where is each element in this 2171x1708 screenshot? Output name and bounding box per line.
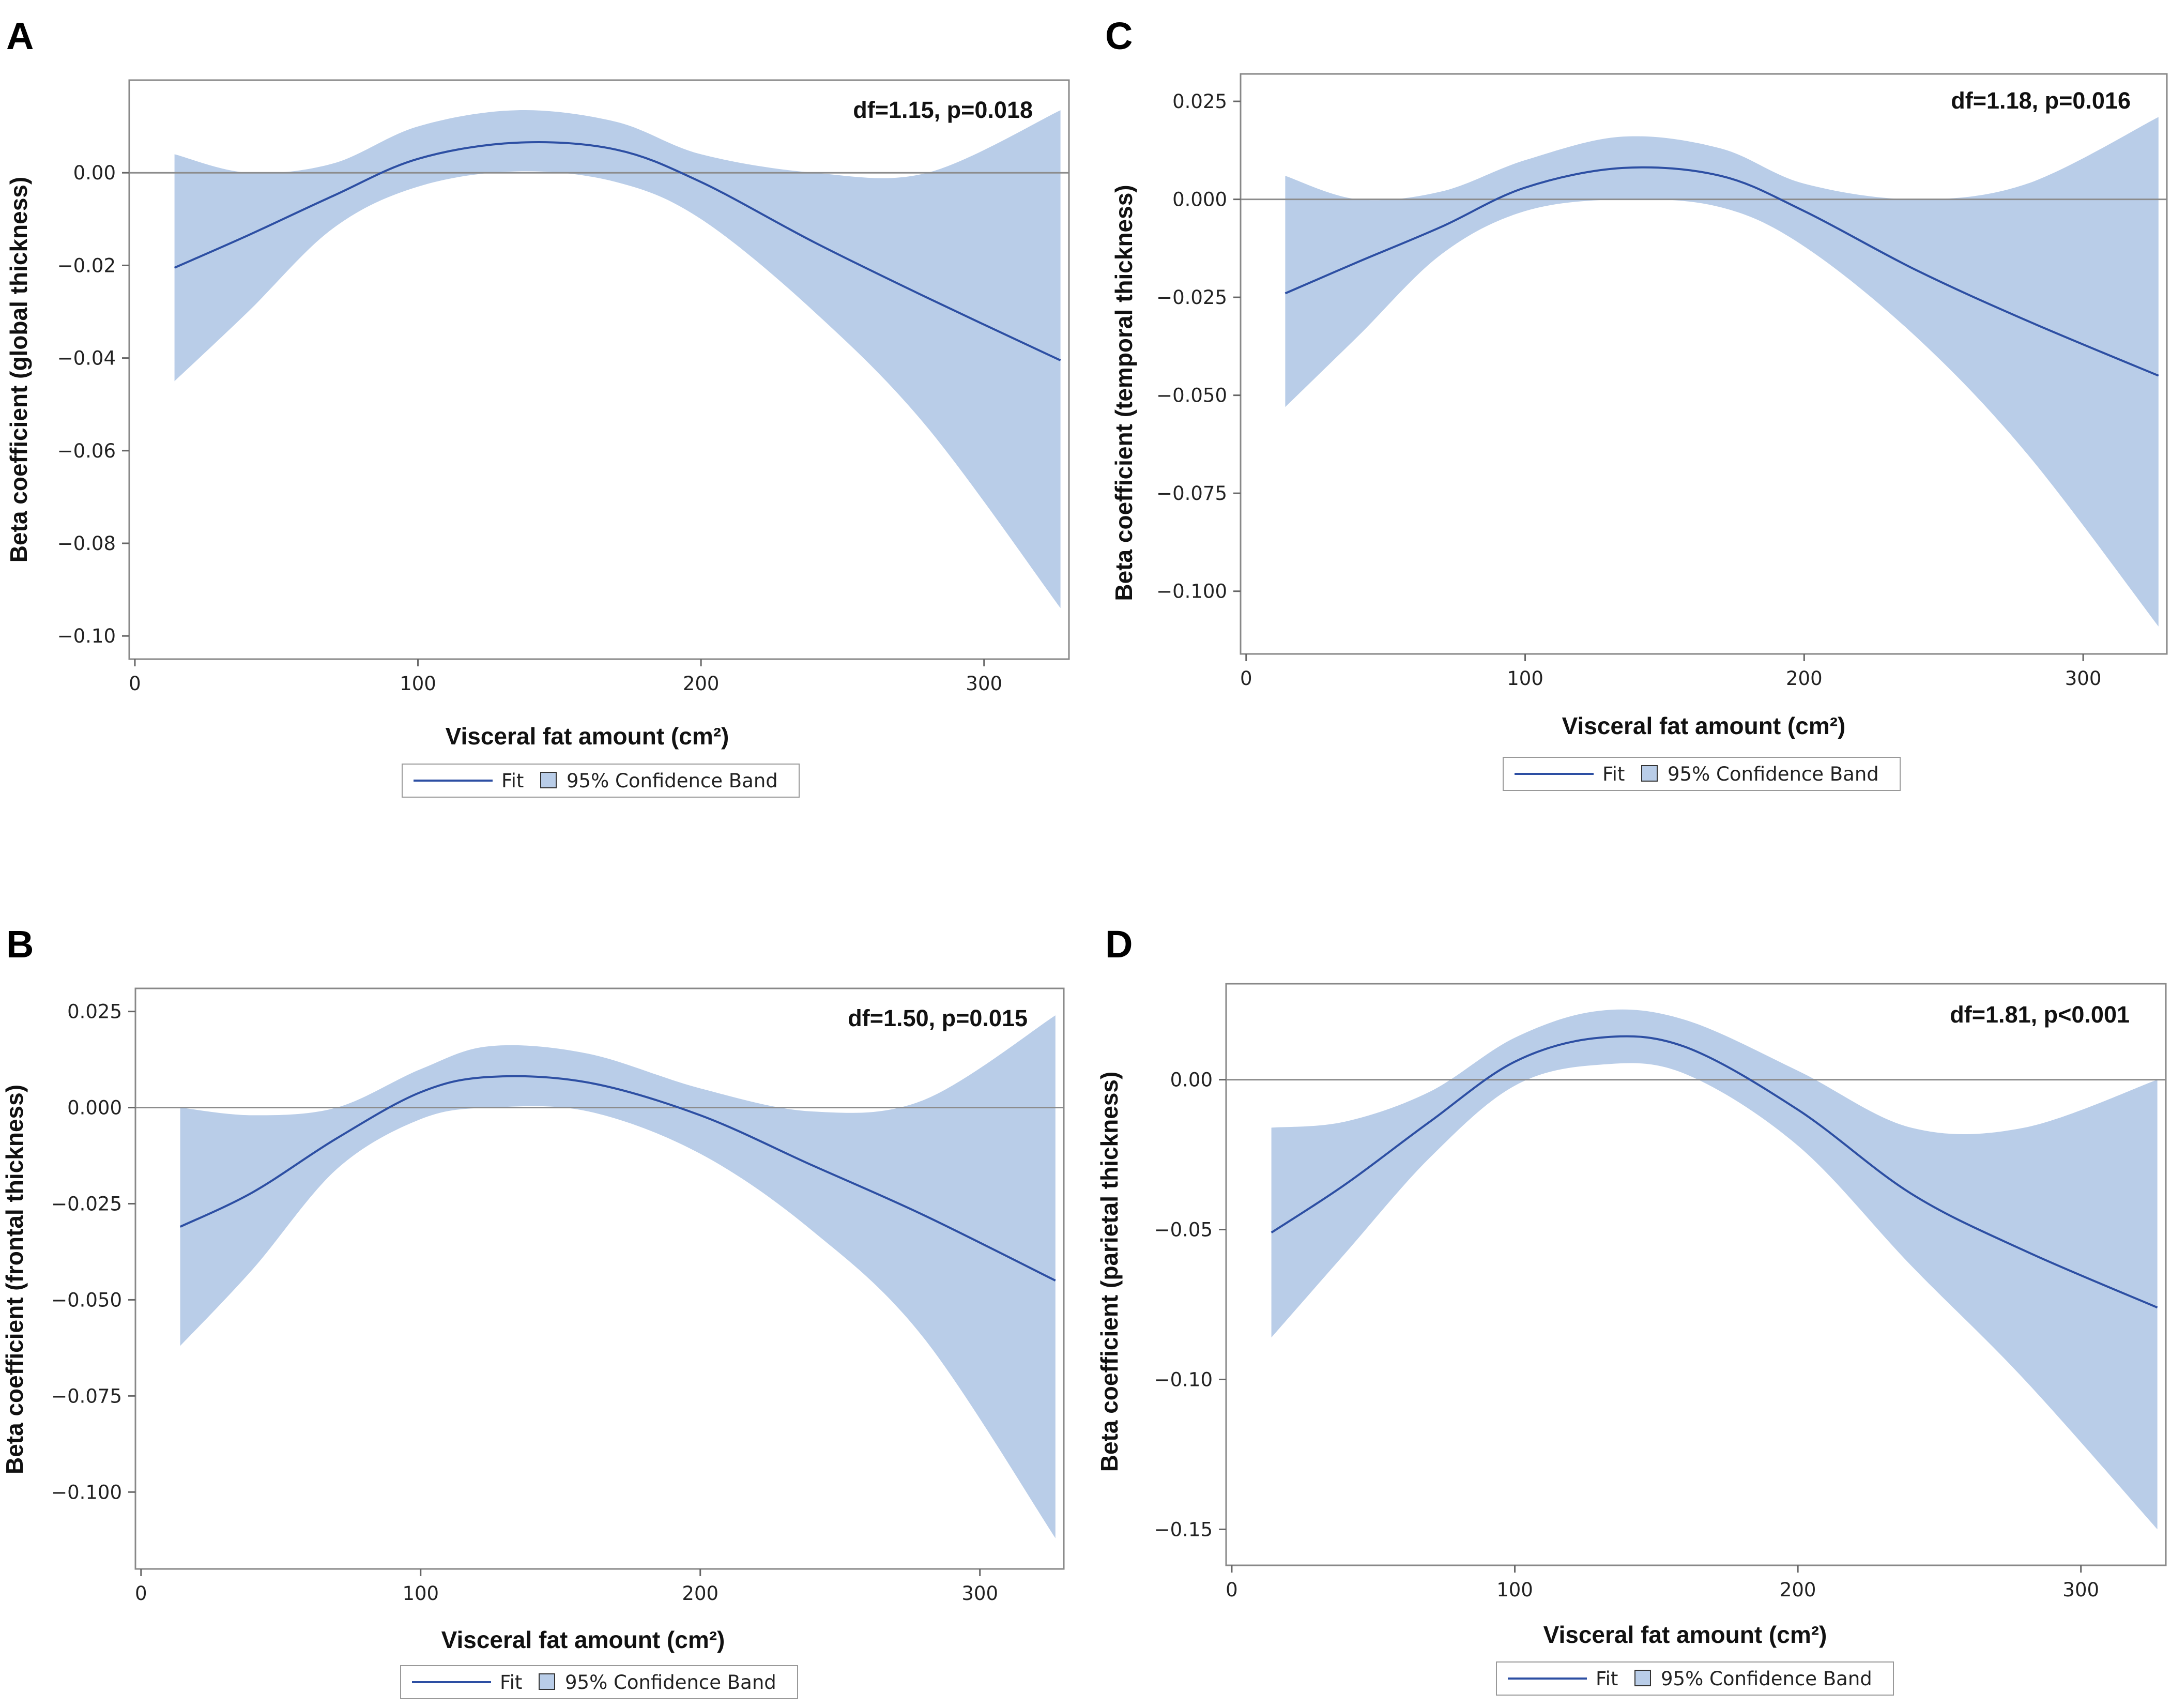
legend-d: Fit 95% Confidence Band <box>1496 1661 1894 1696</box>
x-tick-label-c: 100 <box>1507 667 1543 690</box>
x-tick-label-b: 300 <box>961 1582 998 1605</box>
fit-line-a <box>174 141 1061 361</box>
chart-panel-b: B 0.025 0.000 −0.025 −0.050 −0.075 −0.100 0 10… <box>0 910 1086 1708</box>
legend-band-swatch-d <box>1634 1670 1651 1686</box>
plot-frame-a <box>128 79 1070 660</box>
x-axis-title-a: Visceral fat amount (cm²) <box>446 723 729 750</box>
legend-fit-label-a: Fit <box>501 770 524 792</box>
y-tick-label-a: 0.00 <box>73 162 116 184</box>
chart-c-svg: C 0.025 0.000 −0.025 −0.050 −0.075 −0.100 0 10… <box>1105 14 2168 791</box>
legend-c: Fit 95% Confidence Band <box>1503 757 1901 791</box>
fit-line-c <box>1285 166 2159 377</box>
confidence-band-c <box>1285 117 2159 627</box>
y-tick-label-a: −0.10 <box>57 625 116 647</box>
annotation-d: df=1.81, p<0.001 <box>1950 1001 2130 1028</box>
plot-frame-b <box>134 987 1065 1570</box>
legend-band-label-d: 95% Confidence Band <box>1661 1668 1872 1690</box>
y-tick-label-d: −0.10 <box>1154 1368 1213 1391</box>
legend-band-label-a: 95% Confidence Band <box>567 770 778 792</box>
legend-band-swatch-a <box>540 772 557 788</box>
x-tick-label-b: 0 <box>135 1582 147 1605</box>
x-tick-label-d: 200 <box>1780 1579 1816 1601</box>
y-tick-label-a: −0.04 <box>57 347 116 370</box>
y-tick-label-b: −0.100 <box>51 1481 122 1503</box>
legend-fit-label-b: Fit <box>500 1671 522 1694</box>
panel-letter-b: B <box>6 923 34 966</box>
confidence-band-a <box>174 110 1061 608</box>
y-tick-label-c: 0.025 <box>1172 90 1227 113</box>
y-tick-label-c: 0.000 <box>1172 189 1227 211</box>
x-tick-label-b: 200 <box>682 1582 718 1605</box>
y-tick-label-d: 0.00 <box>1170 1069 1213 1091</box>
y-tick-label-b: 0.025 <box>67 1001 122 1023</box>
y-tick-label-b: −0.050 <box>51 1289 122 1311</box>
y-axis-title-a: Beta coefficient (global thickness) <box>5 177 32 562</box>
x-axis-title-b: Visceral fat amount (cm²) <box>441 1626 725 1653</box>
y-tick-label-a: −0.06 <box>57 440 116 462</box>
panel-letter-c: C <box>1105 14 1133 57</box>
chart-d-svg: D 0.00 −0.05 −0.10 −0.15 0 100 200 300 df=1.81… <box>1096 923 2167 1696</box>
x-tick-label-c: 300 <box>2065 667 2102 690</box>
panel-letter-d: D <box>1105 923 1133 966</box>
fit-line-b <box>179 1075 1056 1282</box>
chart-a-svg: A 0.00 −0.02 −0.04 −0.06 −0.08 −0.10 0 100 200 3… <box>5 14 1070 798</box>
legend-fit-label-c: Fit <box>1602 763 1625 785</box>
x-tick-label-a: 0 <box>129 673 141 695</box>
y-tick-label-a: −0.02 <box>57 254 116 277</box>
y-tick-label-c: −0.050 <box>1156 385 1227 407</box>
confidence-band-b <box>180 1015 1056 1538</box>
legend-band-swatch-c <box>1641 765 1658 782</box>
y-tick-label-d: −0.15 <box>1154 1518 1213 1541</box>
fit-line-d <box>1271 1035 2158 1309</box>
legend-band-label-c: 95% Confidence Band <box>1668 763 1879 785</box>
legend-b: Fit 95% Confidence Band <box>400 1665 798 1699</box>
x-axis-title-d: Visceral fat amount (cm²) <box>1543 1621 1827 1648</box>
x-axis-title-c: Visceral fat amount (cm²) <box>1562 712 1846 739</box>
plot-frame-c <box>1240 73 2168 655</box>
y-tick-label-a: −0.08 <box>57 532 116 555</box>
annotation-b: df=1.50, p=0.015 <box>848 1005 1028 1031</box>
y-tick-label-b: −0.025 <box>51 1193 122 1215</box>
y-axis-title-c: Beta coefficient (temporal thickness) <box>1110 185 1137 601</box>
y-tick-label-b: −0.075 <box>51 1385 122 1407</box>
legend-a: Fit 95% Confidence Band <box>402 764 800 798</box>
annotation-c: df=1.18, p=0.016 <box>1951 87 2131 114</box>
y-tick-label-c: −0.100 <box>1156 581 1227 603</box>
y-tick-label-c: −0.075 <box>1156 482 1227 505</box>
x-tick-label-d: 100 <box>1496 1579 1533 1601</box>
chart-panel-d: D 0.00 −0.05 −0.10 −0.15 0 100 200 300 df=1.81… <box>1086 910 2171 1708</box>
x-tick-label-c: 200 <box>1786 667 1823 690</box>
chart-b-svg: B 0.025 0.000 −0.025 −0.050 −0.075 −0.100 0 10… <box>1 923 1065 1699</box>
y-axis-title-b: Beta coefficient (frontal thickness) <box>1 1085 28 1474</box>
y-tick-label-d: −0.05 <box>1154 1219 1213 1241</box>
legend-fit-label-d: Fit <box>1596 1668 1618 1690</box>
x-tick-label-c: 0 <box>1240 667 1252 690</box>
legend-band-label-b: 95% Confidence Band <box>565 1671 776 1694</box>
x-tick-label-a: 300 <box>966 673 1002 695</box>
y-axis-title-d: Beta coefficient (parietal thickness) <box>1096 1072 1123 1472</box>
legend-band-swatch-b <box>539 1673 555 1690</box>
x-tick-label-d: 0 <box>1226 1579 1238 1601</box>
x-tick-label-b: 100 <box>402 1582 439 1605</box>
y-tick-label-c: −0.025 <box>1156 286 1227 309</box>
x-tick-label-d: 300 <box>2062 1579 2099 1601</box>
plot-frame-d <box>1225 983 2167 1566</box>
panel-letter-a: A <box>6 14 34 57</box>
x-tick-label-a: 100 <box>400 673 436 695</box>
chart-panel-c: C 0.025 0.000 −0.025 −0.050 −0.075 −0.100 0 10… <box>1086 0 2171 827</box>
x-tick-label-a: 200 <box>683 673 720 695</box>
annotation-a: df=1.15, p=0.018 <box>853 97 1033 123</box>
y-tick-label-b: 0.000 <box>67 1097 122 1119</box>
chart-panel-a: A 0.00 −0.02 −0.04 −0.06 −0.08 −0.10 0 100 200 3… <box>0 0 1086 827</box>
confidence-band-d <box>1271 1009 2158 1530</box>
